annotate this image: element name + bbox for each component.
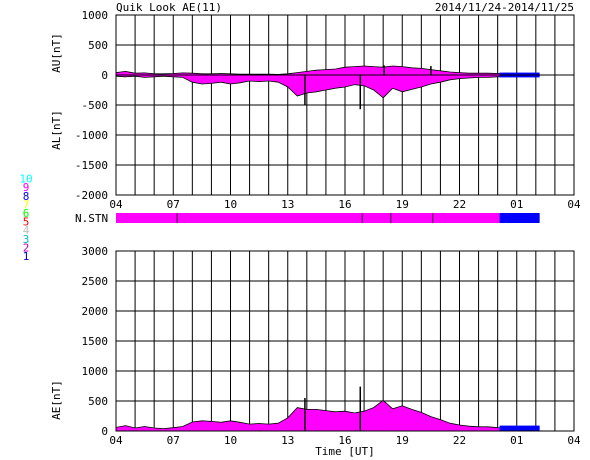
station-count-label: N.STN — [75, 212, 108, 225]
y-tick-label: 500 — [88, 39, 108, 52]
legend-station-5: 5 — [23, 216, 30, 229]
ae-axis-label: AE[nT] — [50, 380, 63, 420]
x-tick-label: 22 — [453, 434, 466, 447]
x-tick-label: 22 — [453, 198, 466, 211]
legend-station-10: 10 — [19, 173, 32, 186]
x-tick-label: 04 — [109, 434, 123, 447]
x-tick-label: 13 — [281, 198, 294, 211]
y-tick-label: -1500 — [75, 159, 108, 172]
x-tick-label: 04 — [109, 198, 123, 211]
station-bar — [116, 213, 540, 223]
legend-station-6: 6 — [23, 207, 30, 220]
y-tick-label: 1500 — [82, 335, 109, 348]
al-axis-label: AL[nT] — [50, 110, 63, 150]
blue-data-segment — [499, 425, 540, 431]
y-tick-label: -1000 — [75, 129, 108, 142]
y-tick-label: 3000 — [82, 245, 109, 258]
x-tick-label: 13 — [281, 434, 294, 447]
chart-title: Quik Look AE(11) — [116, 1, 222, 14]
legend-station-9: 9 — [23, 181, 30, 194]
x-tick-label: 07 — [167, 434, 180, 447]
x-tick-label: 16 — [338, 434, 351, 447]
x-tick-label: 16 — [338, 198, 351, 211]
station-bar-segment — [116, 213, 500, 223]
y-tick-label: 0 — [101, 425, 108, 438]
y-tick-label: 0 — [101, 69, 108, 82]
x-tick-label: 01 — [510, 434, 523, 447]
y-tick-label: 2500 — [82, 275, 109, 288]
y-tick-label: 500 — [88, 395, 108, 408]
x-tick-label: 10 — [224, 434, 237, 447]
x-tick-label: 04 — [567, 198, 581, 211]
y-tick-label: -2000 — [75, 189, 108, 202]
x-tick-label: 07 — [167, 198, 180, 211]
au-axis-label: AU[nT] — [50, 33, 63, 73]
x-tick-label: 04 — [567, 434, 581, 447]
legend-station-7: 7 — [23, 198, 30, 211]
x-tick-label: 10 — [224, 198, 237, 211]
legend-station-11: 11 — [19, 164, 32, 177]
y-tick-label: 1000 — [82, 365, 109, 378]
y-tick-label: 1000 — [82, 9, 109, 22]
legend-station-8: 8 — [23, 190, 30, 203]
legend-station-3: 3 — [23, 233, 30, 246]
x-tick-label: 01 — [510, 198, 523, 211]
y-tick-label: 2000 — [82, 305, 109, 318]
x-tick-label: 19 — [396, 434, 409, 447]
date-range: 2014/11/24-2014/11/25 — [435, 1, 574, 14]
legend-station-2: 2 — [23, 241, 30, 254]
y-tick-label: -500 — [82, 99, 109, 112]
legend-station-4: 4 — [23, 224, 30, 237]
plot-frame — [115, 14, 575, 196]
plot-frame — [115, 250, 575, 432]
x-tick-label: 19 — [396, 198, 409, 211]
station-bar-segment — [499, 213, 540, 223]
legend-station-1: 1 — [23, 250, 30, 263]
x-axis-label: Time [UT] — [315, 445, 375, 458]
